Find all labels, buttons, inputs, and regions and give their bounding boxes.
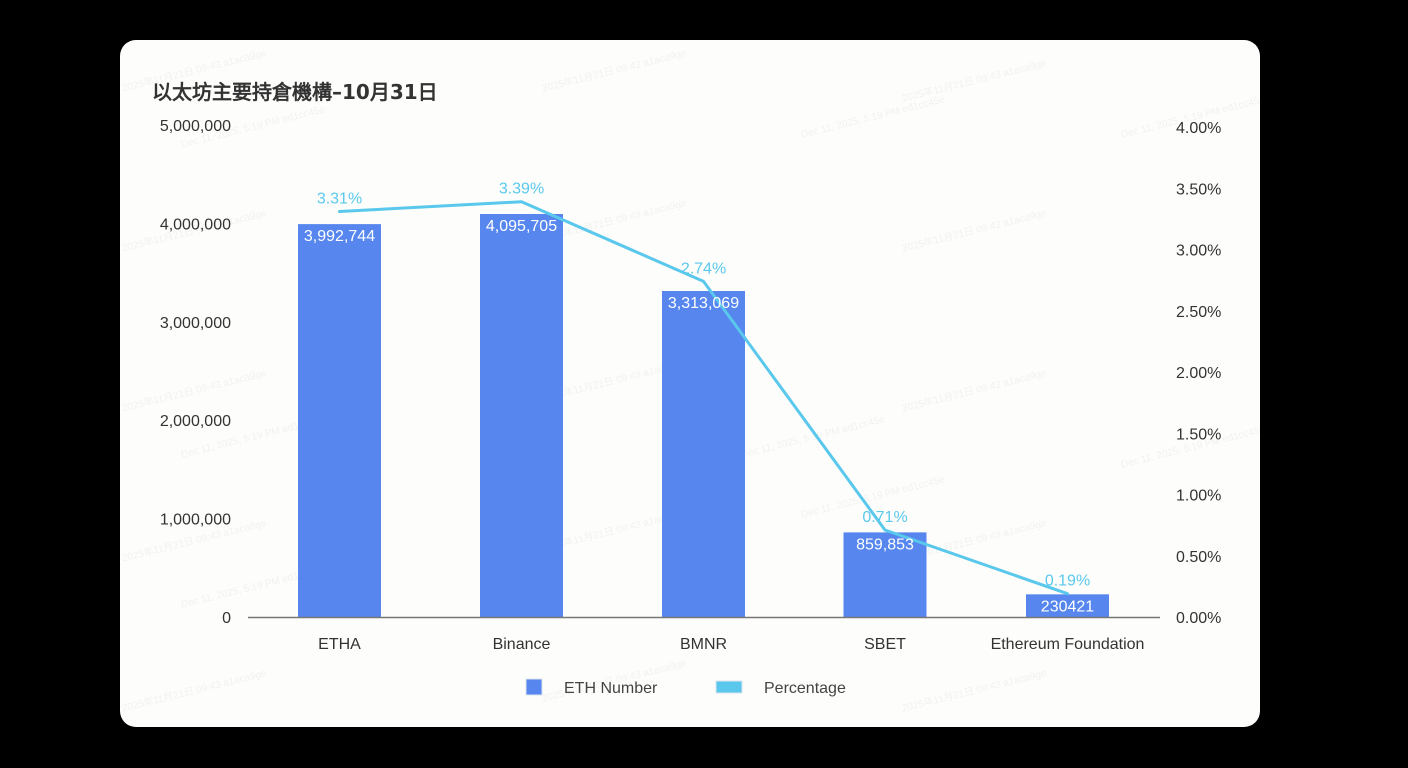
legend-label-eth-number[interactable]: ETH Number bbox=[564, 680, 658, 697]
left-axis-tick-label: 4,000,000 bbox=[160, 216, 231, 233]
bar-value-label: 859,853 bbox=[856, 536, 914, 553]
percentage-data-label: 2.74% bbox=[681, 260, 726, 277]
bar-series-eth-number bbox=[298, 213, 1109, 617]
left-axis-tick-label: 0 bbox=[222, 610, 231, 627]
right-y-axis: 0.00% 0.50% 1.00% 1.50% 2.00% 2.50% 3.00% 3.50%… bbox=[1176, 120, 1221, 627]
bar[interactable] bbox=[1026, 594, 1109, 617]
chart-title: 以太坊主要持倉機構–10月31日 bbox=[152, 80, 438, 104]
x-axis-category-label: SBET bbox=[864, 636, 906, 653]
left-axis-tick-label: 3,000,000 bbox=[160, 315, 231, 332]
right-axis-tick-label: 4.00% bbox=[1176, 120, 1221, 137]
percentage-data-label: 3.31% bbox=[317, 191, 362, 208]
bar[interactable] bbox=[843, 532, 927, 617]
right-axis-tick-label: 0.50% bbox=[1176, 549, 1221, 566]
percentage-data-label: 0.71% bbox=[862, 509, 907, 526]
x-axis-category-label: BMNR bbox=[680, 636, 727, 653]
percentage-data-label: 3.39% bbox=[499, 181, 544, 198]
right-axis-tick-label: 3.50% bbox=[1176, 181, 1221, 198]
bar[interactable] bbox=[662, 290, 745, 617]
x-axis-category-label: Ethereum Foundation bbox=[991, 636, 1145, 653]
legend-swatch-line[interactable] bbox=[715, 680, 743, 694]
bar[interactable] bbox=[480, 213, 563, 617]
right-axis-tick-label: 1.50% bbox=[1176, 426, 1221, 443]
right-axis-tick-label: 1.00% bbox=[1176, 488, 1221, 505]
left-axis-tick-label: 2,000,000 bbox=[160, 413, 231, 430]
chart-card: 2025年11月21日 09:43 a1aca9ge 2025年11月21日 09… bbox=[120, 40, 1260, 727]
legend-label-percentage[interactable]: Percentage bbox=[764, 680, 846, 697]
right-axis-tick-label: 2.00% bbox=[1176, 365, 1221, 382]
combo-chart: 0 1,000,000 2,000,000 3,000,000 4,000,000 5,0… bbox=[160, 118, 1222, 697]
right-axis-tick-label: 2.50% bbox=[1176, 304, 1221, 321]
bar[interactable] bbox=[298, 224, 381, 617]
bar-value-label: 3,313,069 bbox=[668, 295, 739, 312]
left-axis-tick-label: 5,000,000 bbox=[160, 118, 231, 135]
bar-value-label: 3,992,744 bbox=[304, 228, 375, 245]
x-axis-labels: ETHA Binance BMNR SBET Ethereum Foundation bbox=[318, 636, 1144, 653]
bar-value-label: 230421 bbox=[1041, 598, 1094, 615]
right-axis-tick-label: 3.00% bbox=[1176, 243, 1221, 260]
legend: ETH Number Percentage bbox=[525, 678, 846, 697]
x-axis-category-label: ETHA bbox=[318, 636, 361, 653]
left-axis-tick-label: 1,000,000 bbox=[160, 512, 231, 529]
legend-swatch-bar[interactable] bbox=[525, 678, 543, 696]
percentage-line[interactable] bbox=[338, 200, 1069, 596]
bar-value-label: 4,095,705 bbox=[486, 218, 557, 235]
left-y-axis: 0 1,000,000 2,000,000 3,000,000 4,000,000 5,0… bbox=[160, 118, 231, 627]
line-series-percentage: 3.31% 3.39% 2.74% 0.71% 0.19% bbox=[317, 181, 1090, 596]
right-axis-tick-label: 0.00% bbox=[1176, 610, 1221, 627]
bar-value-labels: 3,992,744 4,095,705 3,313,069 859,853 230421 bbox=[304, 218, 1094, 615]
percentage-data-label: 0.19% bbox=[1045, 573, 1090, 590]
x-axis-category-label: Binance bbox=[493, 636, 551, 653]
